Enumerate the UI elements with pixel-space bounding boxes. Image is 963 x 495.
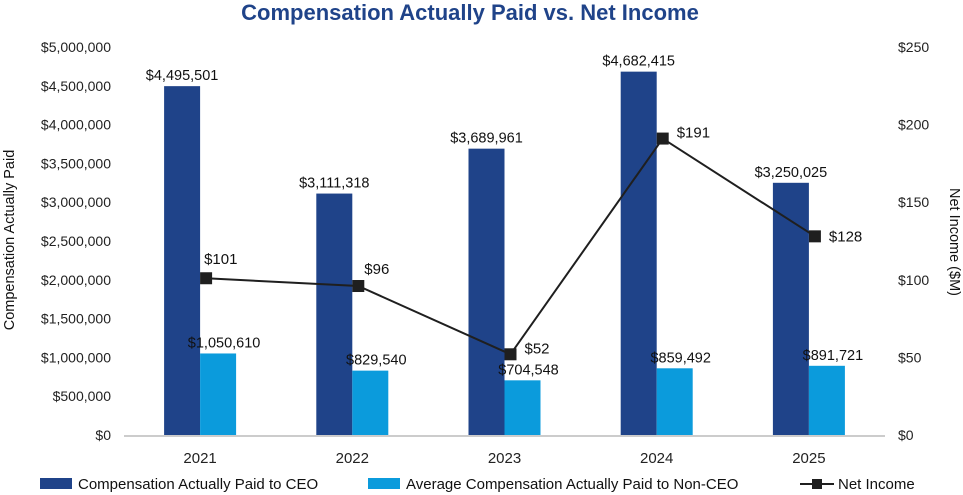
data-label-compensation-actually-paid-to-ceo-2022: $3,111,318 bbox=[299, 176, 369, 192]
data-label-compensation-actually-paid-to-ceo-2021: $4,495,501 bbox=[146, 68, 219, 84]
y-tick-label: $500,000 bbox=[53, 388, 112, 404]
bar-average-compensation-actually-paid-to-non-ceo-2025 bbox=[808, 365, 845, 435]
y2-tick-label: $0 bbox=[898, 427, 914, 443]
net-income-label-2022: $96 bbox=[364, 261, 389, 278]
data-label-compensation-actually-paid-to-ceo-2025: $3,250,025 bbox=[755, 165, 828, 181]
y-axis-title: Compensation Actually Paid bbox=[2, 150, 18, 331]
y-tick-label: $4,000,000 bbox=[41, 117, 111, 133]
legend-label-average-compensation-actually-paid-to-non-ceo: Average Compensation Actually Paid to No… bbox=[406, 476, 738, 493]
net-income-point-2023 bbox=[504, 348, 517, 361]
x-tick-label-2024: 2024 bbox=[640, 450, 673, 467]
y-tick-label: $0 bbox=[95, 427, 111, 443]
y-axis-ticks: $0 $500,000 $1,000,000 $1,500,000 $2,000,000… bbox=[41, 39, 111, 443]
x-tick-label-2025: 2025 bbox=[792, 450, 825, 467]
net-income-point-2022 bbox=[352, 280, 365, 293]
bars bbox=[164, 71, 845, 436]
bar-compensation-actually-paid-to-ceo-2021 bbox=[164, 86, 201, 436]
legend-marker-net-income bbox=[812, 479, 822, 489]
data-label-average-compensation-actually-paid-to-non-ceo-2025: $891,721 bbox=[803, 348, 863, 364]
y2-tick-label: $100 bbox=[898, 272, 929, 288]
y2-axis-title: Net Income ($M) bbox=[946, 188, 962, 296]
chart-title: Compensation Actually Paid vs. Net Incom… bbox=[241, 0, 699, 25]
bar-compensation-actually-paid-to-ceo-2025 bbox=[772, 182, 809, 435]
y-tick-label: $4,500,000 bbox=[41, 78, 111, 94]
bar-average-compensation-actually-paid-to-non-ceo-2022 bbox=[352, 370, 389, 435]
y2-tick-label: $150 bbox=[898, 194, 929, 210]
y2-tick-label: $250 bbox=[898, 39, 929, 55]
legend: Compensation Actually Paid to CEO Average… bbox=[40, 476, 915, 493]
legend-label-net-income: Net Income bbox=[838, 476, 915, 493]
bar-compensation-actually-paid-to-ceo-2023 bbox=[468, 148, 505, 435]
net-income-label-2021: $101 bbox=[204, 251, 237, 268]
y-tick-label: $3,000,000 bbox=[41, 194, 111, 210]
net-income-polyline bbox=[206, 137, 816, 356]
y-tick-label: $2,500,000 bbox=[41, 233, 111, 249]
y2-tick-label: $50 bbox=[898, 349, 922, 365]
legend-swatch-average-compensation-actually-paid-to-non-ceo bbox=[368, 478, 400, 489]
legend-label-compensation-actually-paid-to-ceo: Compensation Actually Paid to CEO bbox=[78, 476, 318, 493]
legend-swatch-compensation-actually-paid-to-ceo bbox=[40, 478, 72, 489]
y-tick-label: $3,500,000 bbox=[41, 155, 111, 171]
net-income-label-2024: $191 bbox=[677, 125, 710, 142]
net-income-point-2025 bbox=[808, 230, 821, 243]
bar-compensation-actually-paid-to-ceo-2024 bbox=[620, 71, 657, 435]
bar-average-compensation-actually-paid-to-non-ceo-2021 bbox=[200, 353, 237, 435]
y2-tick-label: $200 bbox=[898, 117, 929, 133]
data-label-compensation-actually-paid-to-ceo-2024: $4,682,415 bbox=[602, 54, 675, 70]
net-income-point-2021 bbox=[200, 272, 213, 285]
x-tick-label-2021: 2021 bbox=[183, 450, 216, 467]
net-income-point-2024 bbox=[656, 132, 669, 145]
data-label-compensation-actually-paid-to-ceo-2023: $3,689,961 bbox=[450, 131, 523, 147]
net-income-line bbox=[200, 132, 821, 361]
data-label-average-compensation-actually-paid-to-non-ceo-2021: $1,050,610 bbox=[188, 335, 261, 351]
net-income-labels: $101 $96 $52 $191 $128 bbox=[204, 125, 862, 358]
y2-axis-ticks: $0 $50 $100 $150 $200 $250 bbox=[898, 39, 929, 443]
net-income-label-2025: $128 bbox=[829, 228, 862, 245]
data-label-average-compensation-actually-paid-to-non-ceo-2023: $704,548 bbox=[498, 362, 558, 378]
bar-compensation-actually-paid-to-ceo-2022 bbox=[316, 193, 353, 435]
net-income-label-2023: $52 bbox=[525, 340, 550, 357]
x-tick-label-2023: 2023 bbox=[488, 450, 521, 467]
data-label-average-compensation-actually-paid-to-non-ceo-2024: $859,492 bbox=[650, 350, 710, 366]
data-label-average-compensation-actually-paid-to-non-ceo-2022: $829,540 bbox=[346, 353, 406, 369]
y-tick-label: $5,000,000 bbox=[41, 39, 111, 55]
bar-labels: $4,495,501 $1,050,610 $3,111,318 $829,540 $3… bbox=[146, 54, 863, 379]
y-tick-label: $1,500,000 bbox=[41, 311, 111, 327]
bar-average-compensation-actually-paid-to-non-ceo-2024 bbox=[656, 368, 693, 435]
bar-average-compensation-actually-paid-to-non-ceo-2023 bbox=[504, 380, 541, 435]
y-tick-label: $1,000,000 bbox=[41, 349, 111, 365]
x-tick-label-2022: 2022 bbox=[336, 450, 369, 467]
y-tick-label: $2,000,000 bbox=[41, 272, 111, 288]
x-axis-ticks: 2021 2022 2023 2024 2025 bbox=[183, 450, 825, 467]
